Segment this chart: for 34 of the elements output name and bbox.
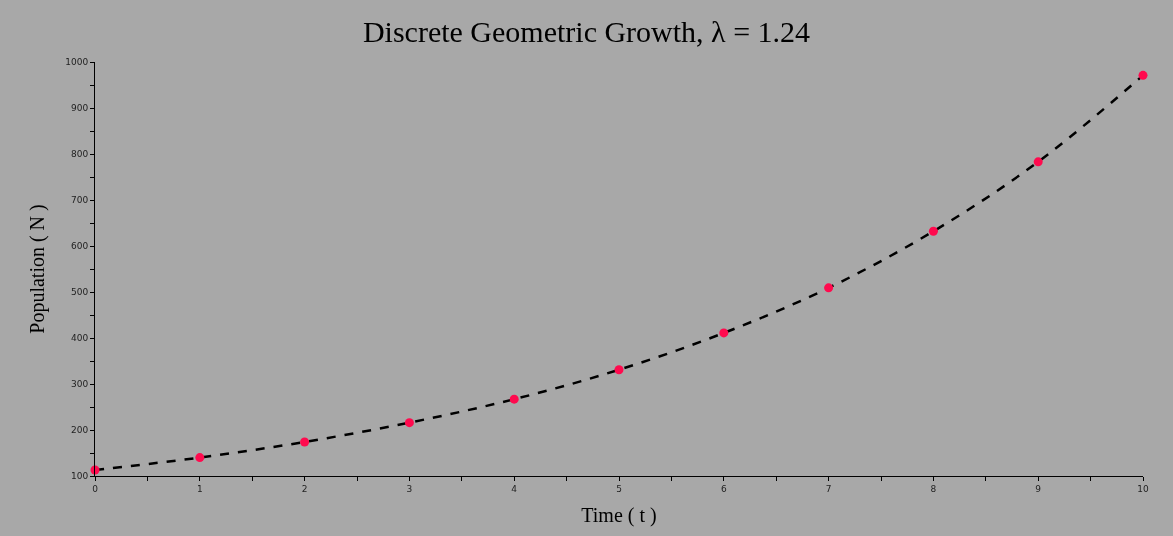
point <box>614 365 624 375</box>
y-tick-label: 100 <box>71 471 89 482</box>
x-tick-label: 5 <box>616 483 622 494</box>
point <box>509 394 519 404</box>
x-tick-label: 2 <box>301 483 308 494</box>
point <box>1138 70 1148 80</box>
x-tick-label: 4 <box>511 483 518 494</box>
y-axis-title: Population ( N ) <box>25 204 49 334</box>
y-tick-label: 700 <box>71 195 89 206</box>
point <box>719 328 729 338</box>
y-tick-label: 800 <box>71 149 89 160</box>
y-tick-label: 400 <box>71 333 89 344</box>
x-tick-label: 8 <box>930 483 937 494</box>
x-tick-label: 0 <box>92 483 99 494</box>
y-tick-label: 1000 <box>65 57 89 68</box>
x-tick-label: 1 <box>196 483 203 494</box>
y-tick-label: 900 <box>71 103 89 114</box>
y-tick-label: 500 <box>71 287 89 298</box>
y-tick-label: 200 <box>71 425 89 436</box>
x-tick-label: 10 <box>1137 483 1149 494</box>
point <box>1033 157 1043 167</box>
y-tick-label: 300 <box>71 379 89 390</box>
point <box>195 453 205 463</box>
x-axis-title: Time ( t ) <box>581 504 657 528</box>
point <box>928 226 938 236</box>
y-tick-label: 600 <box>71 241 89 252</box>
x-tick-label: 3 <box>406 483 413 494</box>
x-tick-label: 9 <box>1035 483 1042 494</box>
x-tick-label: 7 <box>825 483 832 494</box>
point <box>300 437 310 447</box>
x-tick-label: 6 <box>720 483 727 494</box>
point <box>404 418 414 428</box>
point <box>824 283 834 293</box>
chart-title: Discrete Geometric Growth, λ = 1.24 <box>362 15 811 49</box>
